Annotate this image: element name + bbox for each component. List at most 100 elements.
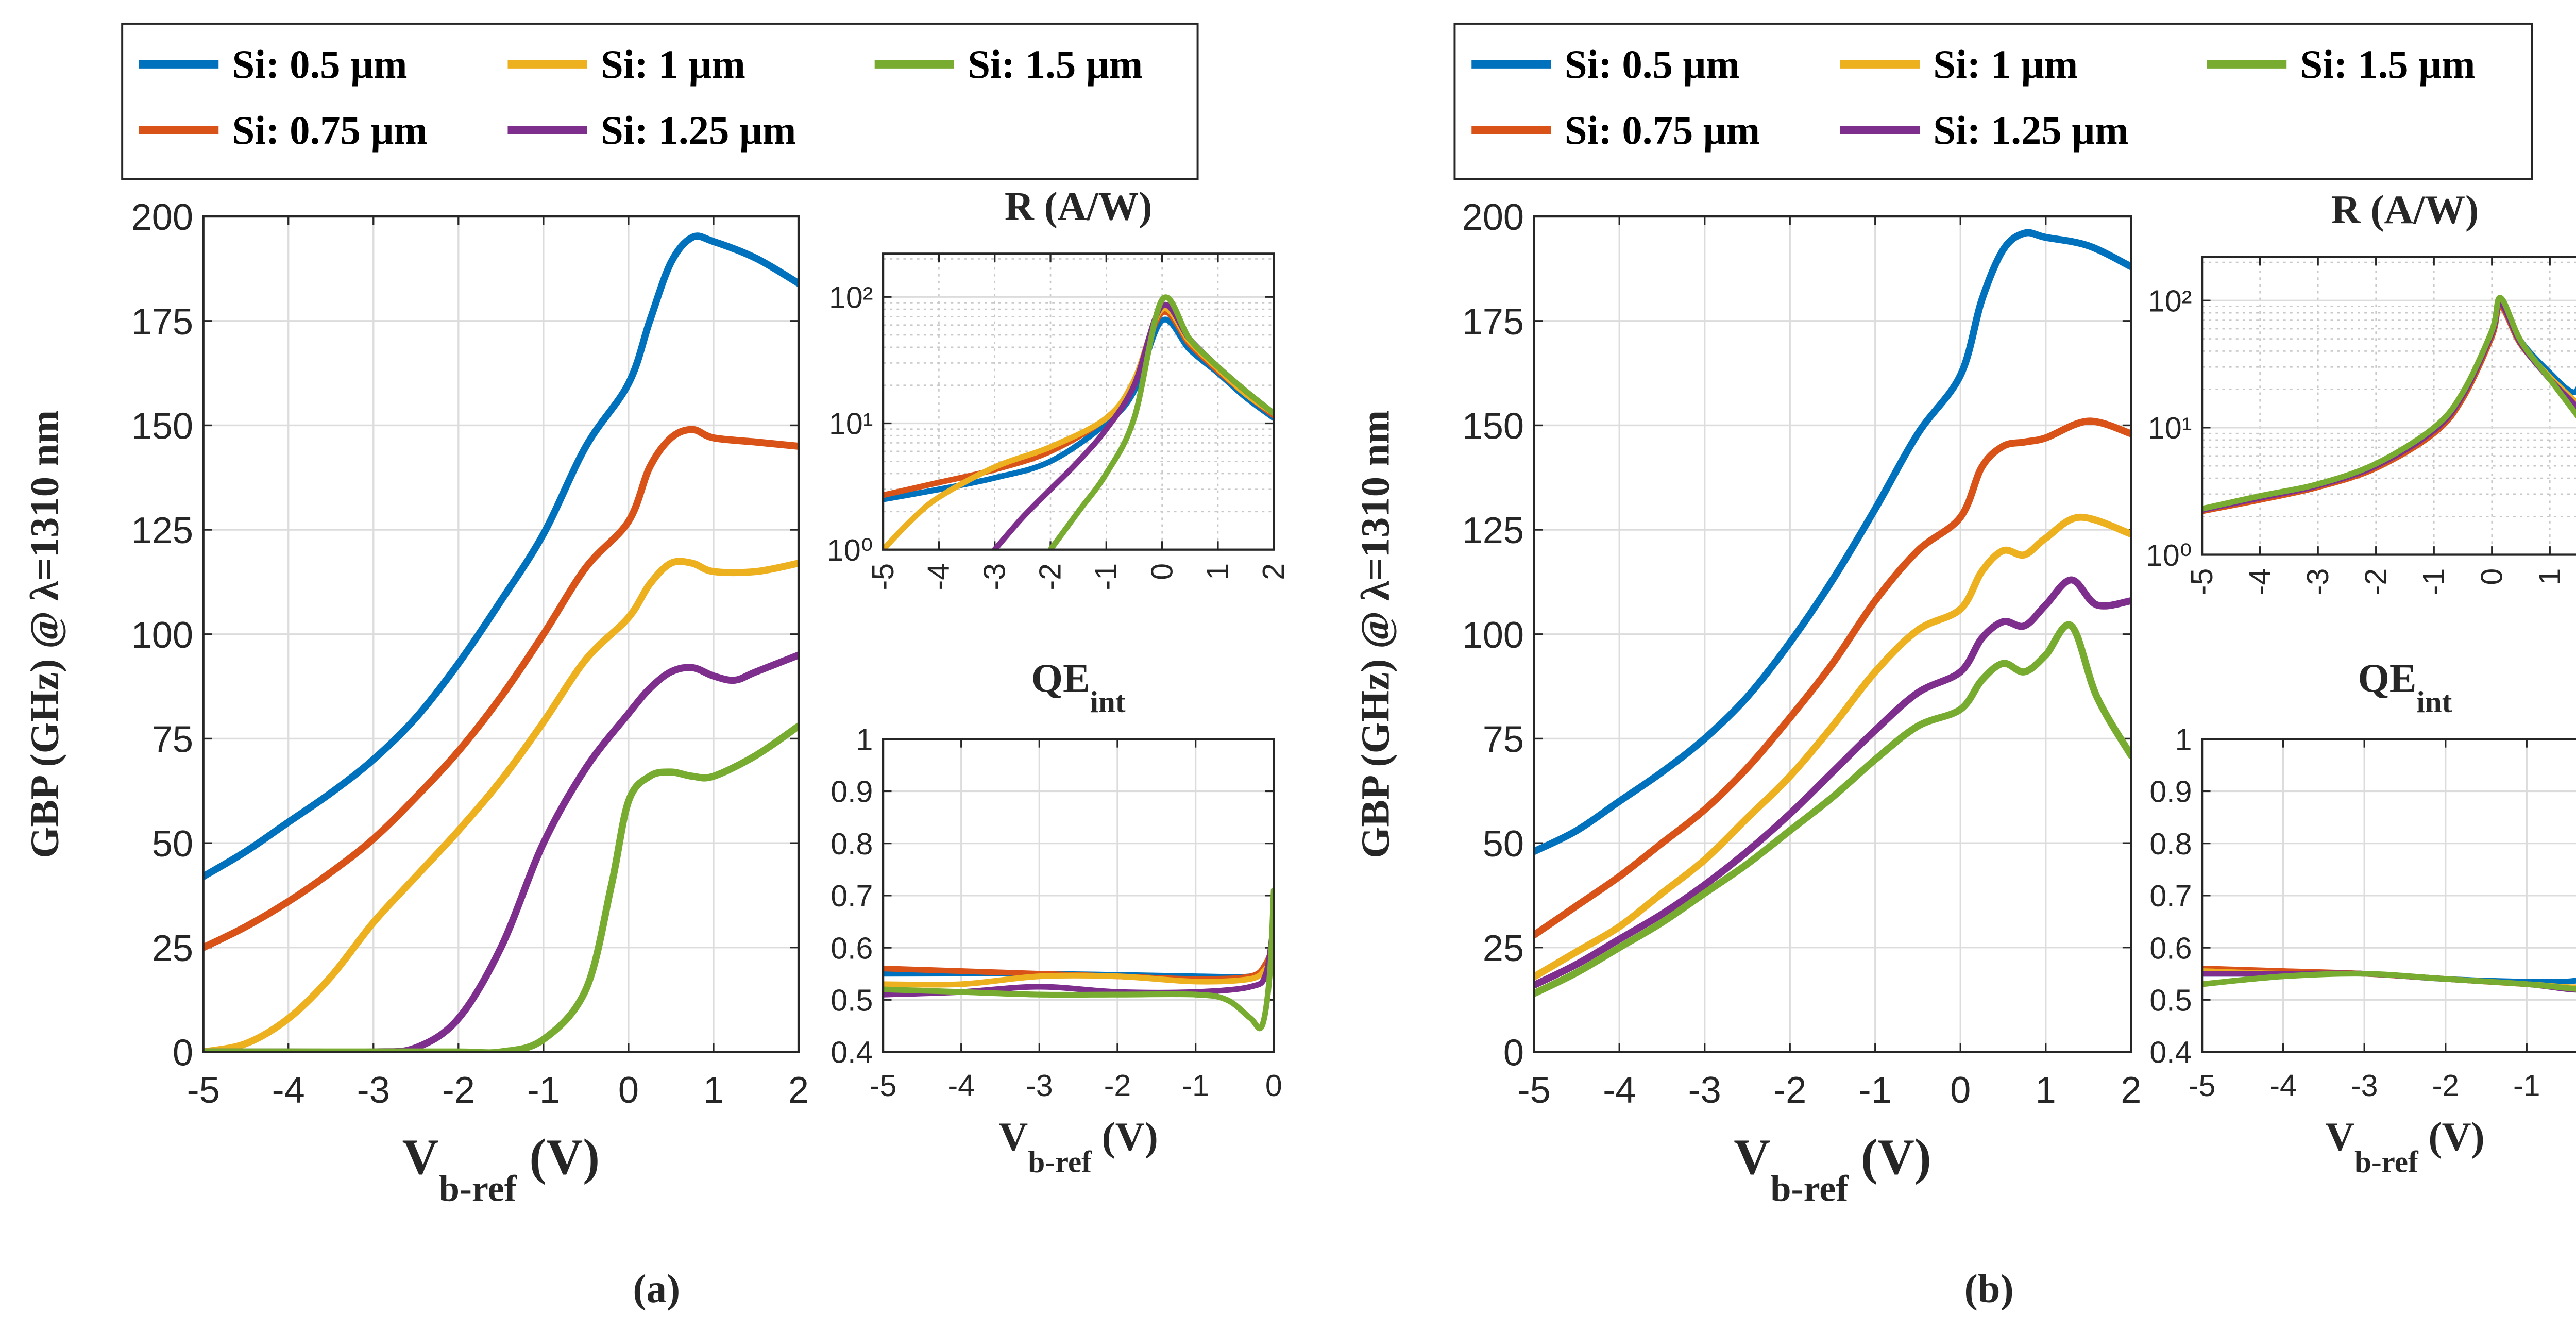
x-tick-label: -5 (2189, 1069, 2216, 1103)
chart-title-main: R (A/W) (1005, 184, 1153, 229)
series-line-s125 (1534, 576, 2131, 989)
x-tick-label: 1 (703, 1070, 724, 1111)
x-axis-label-main: V (402, 1129, 439, 1185)
y-tick-label: 0.4 (2149, 1036, 2192, 1070)
x-tick-label: -4 (2269, 1069, 2297, 1103)
x-tick-label: -3 (977, 563, 1011, 591)
series-group (2202, 965, 2576, 993)
chart-a-0: -5 -4 -3 -2 -1 0 1 2 0 25 50 75 100 125 150 175 200 GBP (… (22, 197, 809, 1209)
series-line-s15 (1534, 621, 2131, 997)
x-tick-label: 1 (2533, 568, 2567, 585)
y-tick-label: 10⁰ (827, 533, 873, 567)
x-tick-label: -2 (442, 1070, 475, 1111)
y-axis-label: GBP (GHz) @ λ=1310 nm (1353, 410, 1398, 858)
x-axis-label-main: V (1734, 1129, 1770, 1185)
x-tick-label: -5 (870, 1069, 897, 1103)
x-tick-label: 0 (618, 1070, 639, 1111)
x-tick-label: 0 (1265, 1069, 1282, 1103)
x-axis-label-unit: (V) (1092, 1115, 1158, 1159)
chart-a-1: -5 -4 -3 -2 -1 0 1 2 10⁰ 10¹ 10² R (A/W) (827, 184, 1291, 591)
x-tick-label: -1 (1859, 1070, 1892, 1111)
x-tick-label: -2 (1104, 1069, 1131, 1103)
series-line-s1 (1534, 513, 2131, 981)
axes-frame (882, 252, 1275, 551)
chart-a-2: -5 -4 -3 -2 -1 0 0.4 0.5 0.6 0.7 0.8 0.9 1 QEint Vb-re… (831, 656, 1282, 1178)
series-line-s05 (203, 232, 799, 880)
legend-label-s1: Si: 1 μm (601, 42, 745, 87)
y-tick-label: 1 (856, 723, 873, 757)
chart-title-sub: int (1090, 685, 1126, 719)
x-tick-label: -4 (922, 563, 956, 591)
legend-label-s15: Si: 1.5 μm (968, 42, 1143, 87)
x-tick-label: -5 (1518, 1070, 1551, 1111)
x-axis-label: Vb-ref (V) (402, 1129, 600, 1209)
x-axis-label-main: V (998, 1115, 1028, 1159)
series-group (2202, 295, 2576, 514)
x-axis-label-sub: b-ref (1028, 1144, 1092, 1178)
series-line-s1 (883, 955, 1274, 988)
legend-panel-a: Si: 0.5 μm Si: 1 μm Si: 1.5 μm Si: 0.75 μm S… (121, 22, 1199, 180)
y-tick-label: 1 (2175, 723, 2192, 757)
y-tick-label: 0.5 (2149, 984, 2192, 1018)
y-tick-label: 175 (1462, 301, 1524, 343)
y-tick-label: 75 (152, 719, 193, 760)
x-tick-label: -4 (272, 1070, 305, 1111)
x-tick-label: -3 (357, 1070, 390, 1111)
y-tick-label: 125 (131, 510, 193, 551)
x-tick-label: -1 (527, 1070, 560, 1111)
y-tick-label: 10⁰ (2146, 538, 2192, 572)
y-tick-label: 0.7 (2149, 879, 2192, 913)
legend-label-s05: Si: 0.5 μm (1565, 42, 1740, 87)
legend-label-s05: Si: 0.5 μm (232, 42, 407, 87)
x-axis-label-main: V (2325, 1115, 2354, 1159)
x-axis-label-unit: (V) (517, 1129, 600, 1185)
x-tick-label: 2 (2121, 1070, 2141, 1111)
chart-title: R (A/W) (2331, 188, 2479, 232)
x-tick-label: 0 (1145, 563, 1179, 580)
y-tick-label: 50 (152, 823, 193, 865)
series-group (883, 887, 1274, 1032)
y-tick-label: 175 (131, 301, 193, 343)
x-tick-label: -1 (1089, 563, 1123, 591)
chart-b-3: -5 -4 -3 -2 -1 0 1 2 0 25 50 75 100 125 150 175 200 GBP (… (1353, 197, 2141, 1209)
y-tick-label: 0.4 (831, 1036, 873, 1070)
plot-area (2202, 257, 2576, 555)
chart-title-main: QE (1031, 656, 1090, 701)
x-tick-label: -3 (2351, 1069, 2378, 1103)
legend-box (121, 22, 1199, 180)
x-tick-label: -4 (947, 1069, 975, 1103)
x-axis-label: Vb-ref (V) (2325, 1115, 2484, 1179)
series-group (883, 294, 1274, 550)
series-line-s15 (883, 887, 1274, 1032)
chart-title-main: QE (2358, 656, 2417, 701)
y-tick-label: 50 (1483, 823, 1524, 865)
y-tick-label: 10¹ (2148, 411, 2192, 445)
x-tick-label: 0 (2475, 568, 2509, 585)
legend-label-s15: Si: 1.5 μm (2300, 42, 2475, 87)
x-tick-label: -3 (1688, 1070, 1721, 1111)
y-tick-label: 0.6 (2149, 931, 2192, 965)
chart-title: R (A/W) (1005, 184, 1153, 229)
axes-frame (1533, 215, 2132, 1053)
series-line-s1 (203, 558, 799, 1052)
x-tick-label: -5 (2185, 568, 2219, 596)
series-line-s15 (1047, 294, 1274, 550)
y-tick-label: 0 (1503, 1032, 1524, 1073)
x-axis-label-sub: b-ref (2354, 1144, 2419, 1178)
x-tick-label: -1 (1182, 1069, 1209, 1103)
x-tick-label: -5 (187, 1070, 220, 1111)
x-tick-label: -2 (1033, 563, 1067, 591)
axes-frame (202, 215, 800, 1053)
panel-label-a: (a) (633, 1267, 680, 1311)
legend-label-s1: Si: 1 μm (1933, 42, 2078, 87)
x-axis-label: Vb-ref (V) (1734, 1129, 1931, 1209)
legend-label-s075: Si: 0.75 μm (1565, 108, 1760, 153)
x-tick-label: -5 (866, 563, 900, 591)
y-tick-label: 150 (131, 406, 193, 447)
axes-frame (882, 738, 1275, 1053)
chart-title: QEint (1031, 656, 1126, 718)
plot-area (883, 254, 1274, 550)
y-tick-label: 0.8 (831, 827, 873, 861)
